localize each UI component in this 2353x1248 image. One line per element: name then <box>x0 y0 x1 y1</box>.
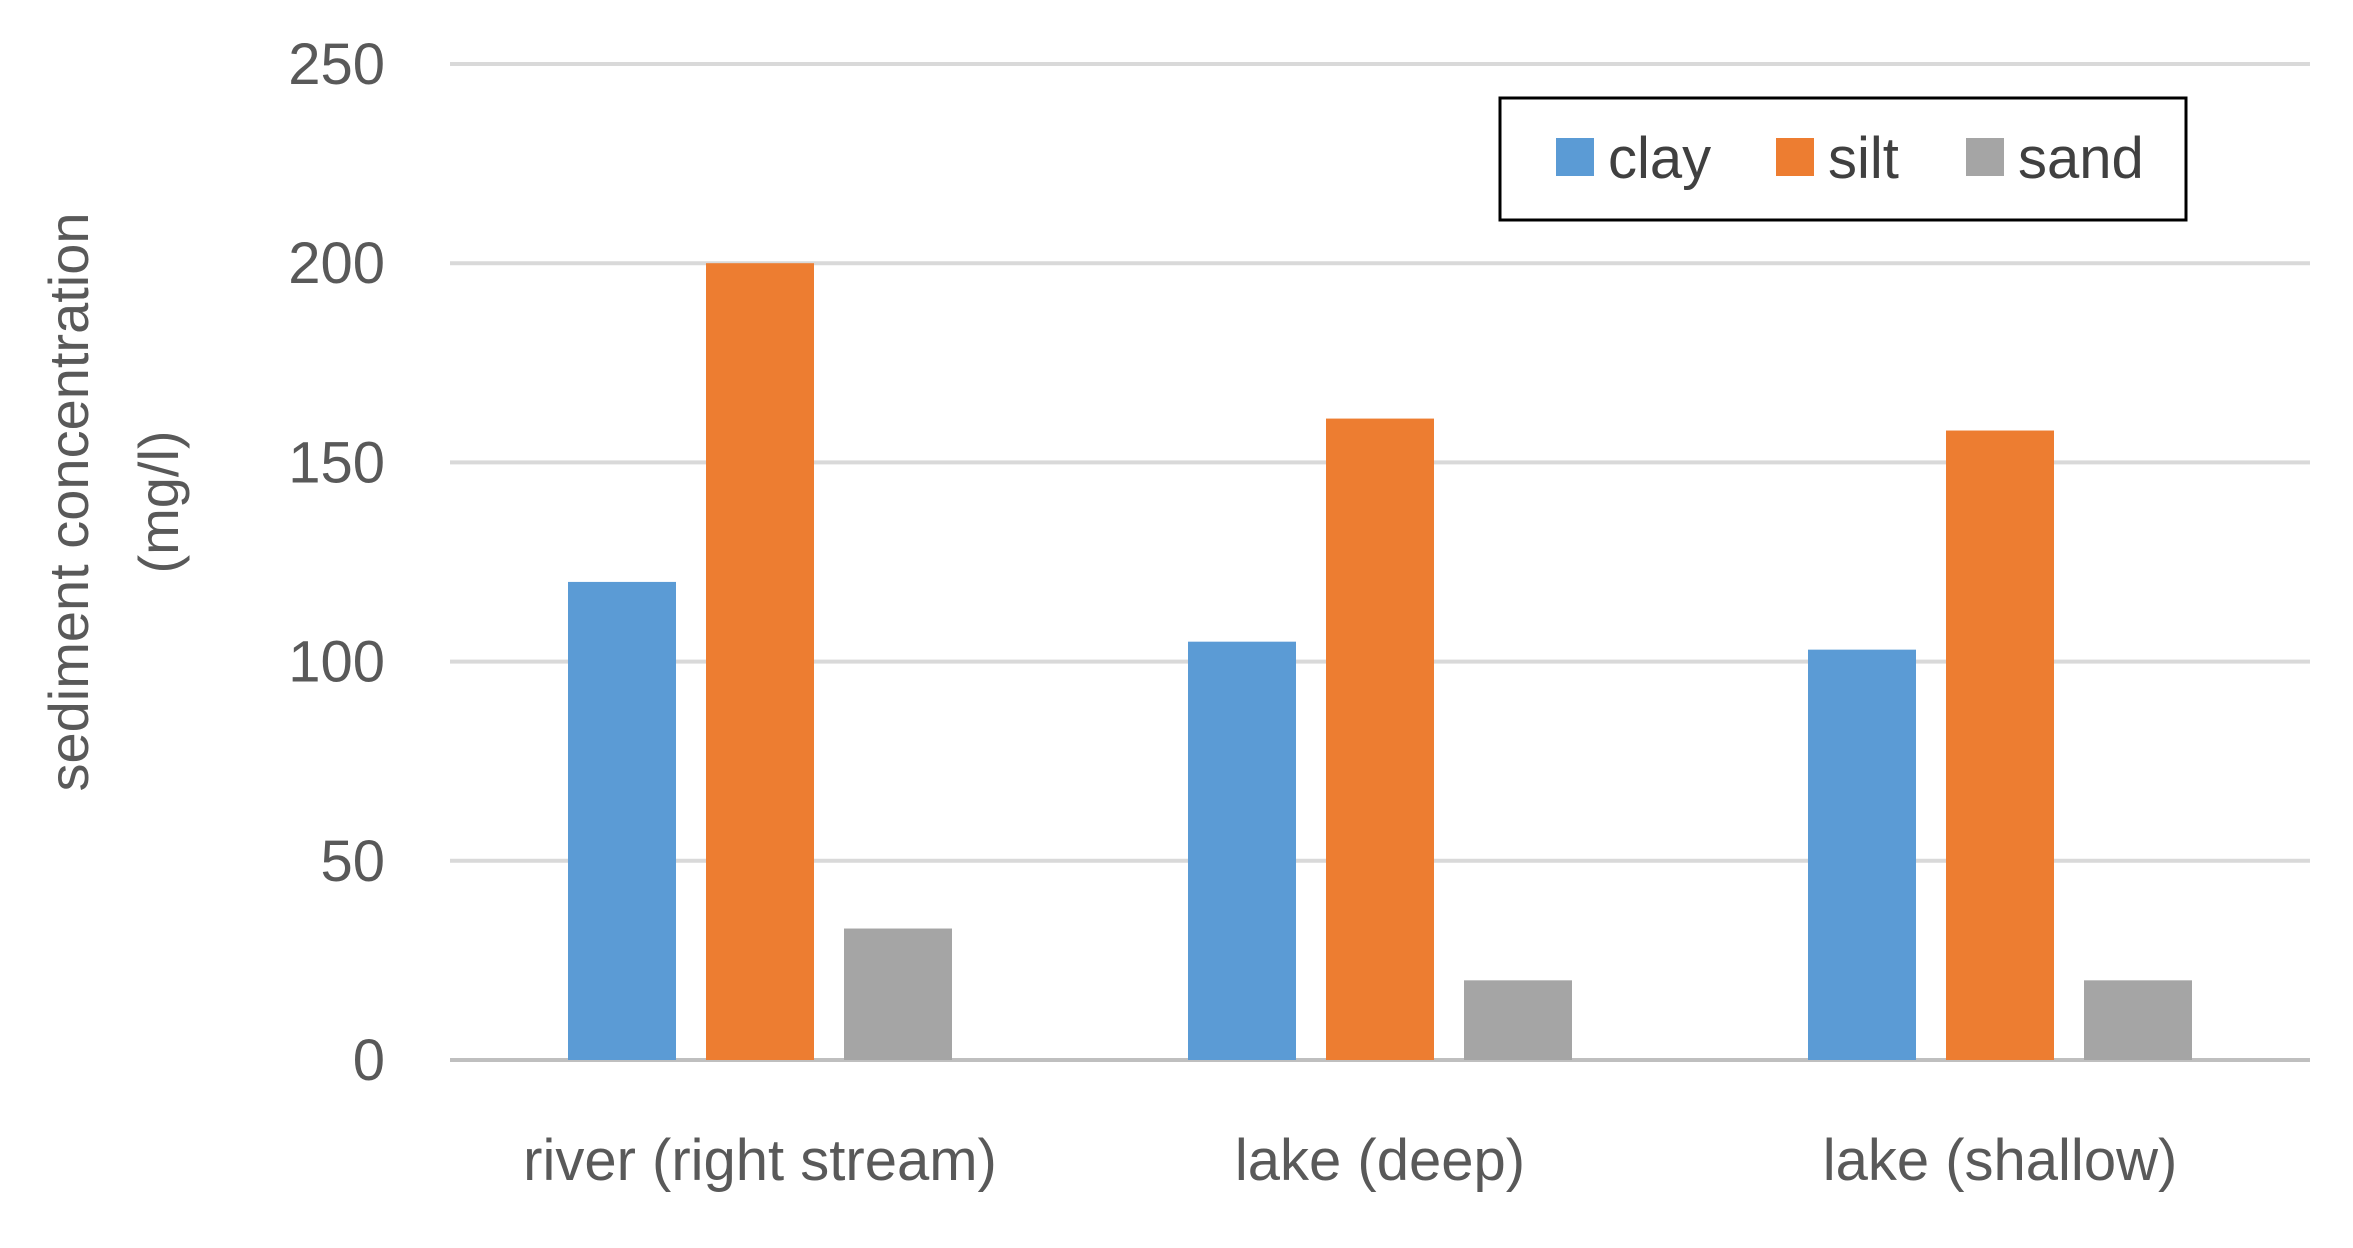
legend-label-silt: silt <box>1828 126 1899 191</box>
legend-swatch-sand <box>1966 138 2004 176</box>
legend-label-sand: sand <box>2018 126 2144 191</box>
bar-sand <box>844 928 952 1060</box>
x-tick-label: lake (deep) <box>1235 1128 1525 1193</box>
y-tick-label: 100 <box>288 630 385 695</box>
legend: clay silt sand <box>1498 96 2188 222</box>
y-axis-title-line: sediment concentration <box>37 212 100 791</box>
legend-swatch-silt <box>1776 138 1814 176</box>
x-axis-ticks: river (right stream) lake (deep) lake (sha… <box>523 1128 2177 1193</box>
bar-silt <box>706 263 814 1060</box>
bar-silt <box>1326 418 1434 1060</box>
x-tick-label: river (right stream) <box>523 1128 997 1193</box>
legend-label-clay: clay <box>1608 126 1711 191</box>
y-tick-label: 50 <box>320 829 385 894</box>
bar-silt <box>1946 430 2054 1060</box>
y-tick-label: 150 <box>288 430 385 495</box>
legend-box <box>1498 96 2188 222</box>
y-axis-ticks: 0 50 100 150 200 250 <box>288 32 385 1093</box>
bar-clay <box>568 581 676 1060</box>
y-axis-title: sediment concentration (mg/l) <box>37 212 190 791</box>
y-tick-label: 200 <box>288 231 385 296</box>
bar-clay <box>1808 649 1916 1060</box>
y-tick-label: 250 <box>288 32 385 97</box>
y-tick-label: 0 <box>353 1028 385 1093</box>
legend-swatch-clay <box>1556 138 1594 176</box>
bar-sand <box>1464 980 1572 1060</box>
bar-sand <box>2084 980 2192 1060</box>
bar-clay <box>1188 641 1296 1060</box>
bars <box>568 263 2192 1060</box>
x-tick-label: lake (shallow) <box>1823 1128 2178 1193</box>
y-axis-title-line: (mg/l) <box>127 430 190 573</box>
